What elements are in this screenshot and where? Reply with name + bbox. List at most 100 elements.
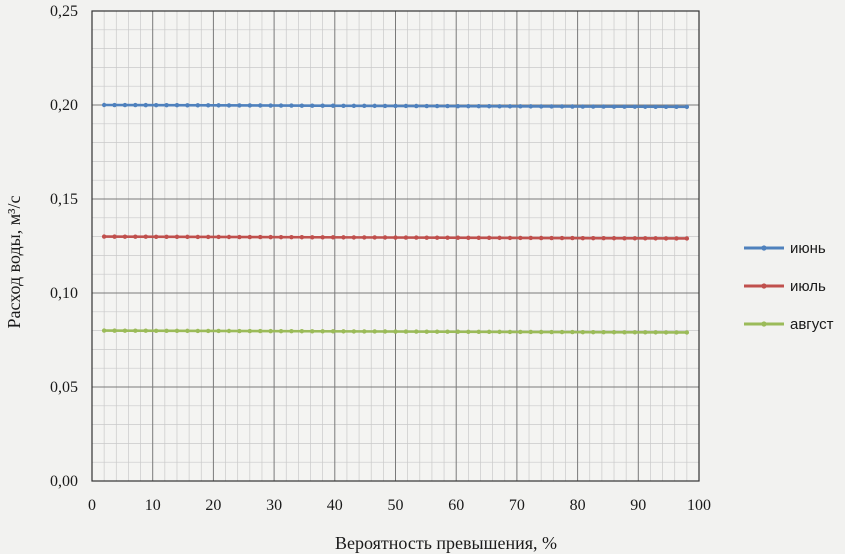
series-point [622, 330, 627, 335]
series-point [507, 235, 513, 241]
series-point [195, 328, 200, 334]
series-point [289, 103, 294, 108]
legend-marker [761, 283, 767, 289]
series-point [247, 234, 253, 240]
series-point [278, 103, 284, 108]
series-point [143, 102, 148, 108]
series-point [486, 104, 492, 109]
series-point [434, 329, 440, 334]
series-point [403, 235, 409, 240]
series-point [580, 235, 586, 241]
series-point [289, 329, 294, 334]
series-point [185, 234, 190, 240]
series-point [591, 329, 596, 335]
series-point [299, 329, 305, 334]
series-point [632, 330, 638, 335]
series-point [382, 329, 388, 334]
x-tick-label: 10 [145, 497, 161, 514]
series-point [247, 103, 253, 108]
series-point [101, 102, 107, 108]
series-point [185, 103, 190, 108]
series-point [393, 235, 398, 240]
series-point [216, 328, 221, 334]
series-point [518, 235, 523, 241]
series-point [153, 234, 159, 239]
series-point [684, 104, 690, 110]
legend-item: июнь [744, 240, 826, 257]
series-point [226, 328, 232, 334]
series-point [382, 103, 388, 109]
series-point [559, 235, 565, 241]
y-tick-label: 0,20 [50, 97, 78, 114]
series-point [580, 104, 586, 109]
series-point [611, 330, 617, 335]
series-point [185, 328, 190, 334]
series-point [445, 235, 450, 240]
series-point [528, 104, 533, 109]
series-point [549, 104, 554, 109]
series-point [133, 328, 138, 333]
series-point [362, 235, 367, 240]
series-point [112, 102, 117, 108]
series-point [591, 235, 596, 241]
series-point [414, 329, 419, 334]
series-point [570, 104, 575, 109]
x-axis-label: Вероятность превышения, % [335, 533, 557, 553]
series-point [549, 329, 554, 335]
series-point [538, 329, 544, 335]
minor-grid [92, 11, 699, 481]
y-tick-label: 0,25 [50, 3, 78, 20]
series-point [455, 103, 461, 109]
series-point [372, 103, 377, 109]
series-point [580, 329, 586, 335]
series-point [289, 235, 294, 240]
series-point [351, 235, 357, 240]
series-point [414, 235, 419, 240]
x-tick-label: 60 [448, 497, 464, 514]
series-point [518, 104, 523, 109]
series-point [622, 236, 627, 241]
series-point [258, 103, 263, 108]
legend-label: июнь [790, 240, 826, 257]
series-point [372, 329, 377, 334]
series-point [320, 329, 325, 334]
series-point [445, 103, 450, 109]
series-point [570, 235, 575, 241]
legend-marker [761, 245, 767, 251]
series-point [310, 103, 315, 108]
series-point [466, 235, 471, 240]
series-point [455, 235, 461, 240]
series-point [653, 330, 658, 335]
series-point [424, 103, 429, 109]
series-point [663, 236, 669, 241]
x-tick-label: 50 [388, 497, 404, 514]
series-point [528, 235, 533, 241]
series-point [424, 329, 429, 334]
series-point [164, 103, 169, 108]
series-layer [101, 102, 690, 335]
y-tick-label: 0,10 [50, 285, 78, 302]
series-point [611, 104, 617, 109]
series-июль [101, 234, 690, 241]
series-point [466, 329, 471, 334]
series-point [434, 103, 440, 109]
series-point [549, 235, 554, 241]
series-point [684, 330, 690, 335]
series-point [330, 235, 336, 240]
series-point [122, 328, 128, 333]
series-point [674, 104, 679, 110]
series-point [226, 234, 232, 240]
y-tick-label: 0,00 [50, 473, 78, 490]
series-point [258, 234, 263, 240]
series-point [247, 328, 253, 334]
x-tick-label: 90 [630, 497, 646, 514]
series-point [663, 104, 669, 110]
x-tick-label: 40 [327, 497, 343, 514]
plot-border [91, 10, 700, 482]
series-point [205, 234, 211, 240]
series-point [122, 102, 128, 108]
series-point [559, 104, 565, 109]
series-point [424, 235, 429, 240]
series-point [330, 103, 336, 108]
